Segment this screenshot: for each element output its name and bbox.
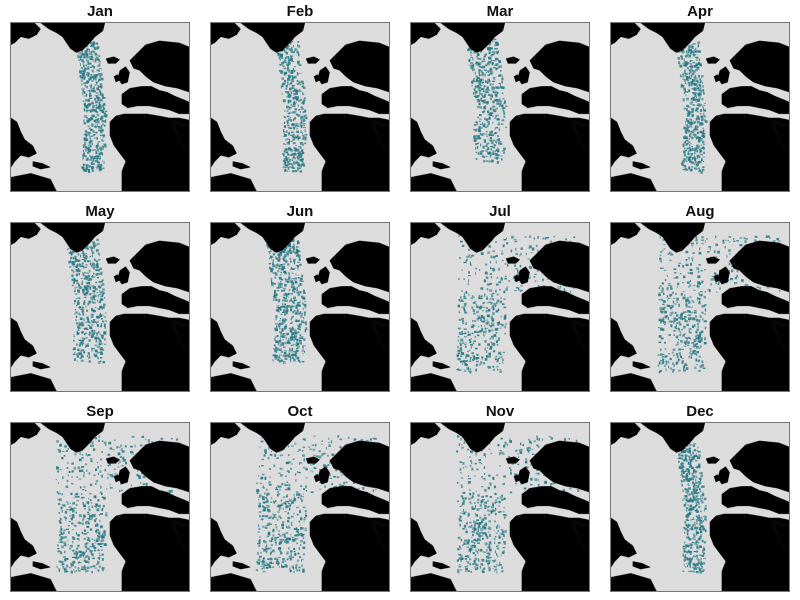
atlantic-map — [611, 223, 789, 391]
map-panel-dec: Dec — [610, 402, 790, 592]
species-presence-layer — [266, 238, 308, 365]
map-frame — [410, 22, 590, 192]
panel-title: Dec — [686, 403, 714, 420]
map-frame — [410, 222, 590, 392]
map-frame — [210, 222, 390, 392]
map-frame — [210, 422, 390, 592]
landmass — [411, 423, 589, 591]
atlantic-map — [211, 223, 389, 391]
species-presence-layer — [275, 40, 308, 173]
landmass — [611, 23, 789, 191]
panel-title: Nov — [485, 403, 515, 420]
panel-title: Jan — [87, 3, 113, 20]
map-frame — [10, 222, 190, 392]
atlantic-map — [11, 23, 189, 191]
panel-title: Apr — [687, 3, 713, 20]
atlantic-map — [11, 423, 189, 591]
map-frame — [610, 222, 790, 392]
landmass — [411, 23, 589, 191]
species-presence-layer — [465, 38, 508, 164]
species-presence-layer — [76, 41, 108, 174]
map-panel-jul: Jul — [410, 202, 590, 392]
panel-title: Feb — [286, 3, 314, 20]
map-frame — [610, 22, 790, 192]
panel-title: Mar — [486, 3, 514, 20]
atlantic-map — [611, 423, 789, 591]
map-frame — [10, 422, 190, 592]
atlantic-map — [11, 223, 189, 391]
species-presence-layer — [676, 41, 708, 174]
atlantic-map — [211, 23, 389, 191]
panel-title: Aug — [685, 203, 715, 220]
atlantic-map — [411, 423, 589, 591]
map-panel-aug: Aug — [610, 202, 790, 392]
species-presence-layer — [66, 238, 108, 364]
atlantic-map — [411, 223, 589, 391]
map-panel-feb: Feb — [210, 2, 390, 192]
map-panel-oct: Oct — [210, 402, 390, 592]
map-panel-sep: Sep — [10, 402, 190, 592]
panel-title: Oct — [287, 403, 313, 420]
map-panel-may: May — [10, 202, 190, 392]
map-panel-mar: Mar — [410, 2, 590, 192]
landmass — [211, 223, 389, 391]
panel-title: Jun — [286, 203, 314, 220]
map-frame — [410, 422, 590, 592]
panel-title: Sep — [86, 403, 114, 420]
map-panel-apr: Apr — [610, 2, 790, 192]
atlantic-map — [211, 423, 389, 591]
panel-title: May — [85, 203, 115, 220]
atlantic-map — [611, 23, 789, 191]
landmass — [411, 223, 589, 391]
map-panel-jun: Jun — [210, 202, 390, 392]
atlantic-map — [411, 23, 589, 191]
landmass — [211, 423, 389, 591]
species-presence-layer — [675, 440, 708, 574]
map-panel-jan: Jan — [10, 2, 190, 192]
map-frame — [10, 22, 190, 192]
map-panel-nov: Nov — [410, 402, 590, 592]
map-frame — [210, 22, 390, 192]
map-frame — [610, 422, 790, 592]
panel-title: Jul — [489, 203, 511, 220]
